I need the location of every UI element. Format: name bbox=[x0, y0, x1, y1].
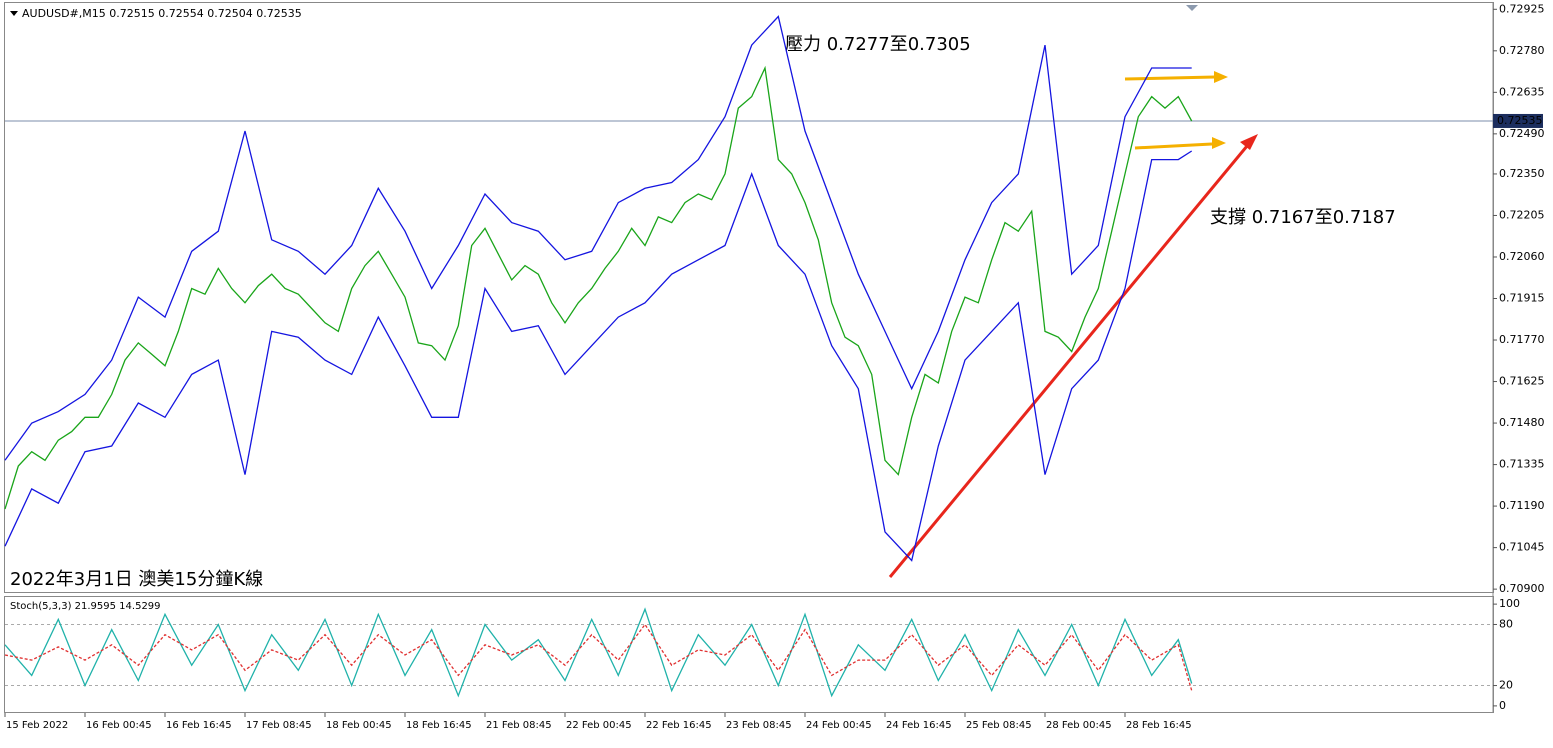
y-tick-label: 0.71770 bbox=[1499, 333, 1545, 346]
x-tick-label: 17 Feb 08:45 bbox=[246, 720, 312, 731]
y-tick-label: 80 bbox=[1499, 617, 1513, 630]
x-tick-label: 28 Feb 16:45 bbox=[1126, 720, 1192, 731]
x-tick-label: 24 Feb 00:45 bbox=[806, 720, 872, 731]
y-tick-label: 0 bbox=[1499, 699, 1506, 712]
y-tick-label: 0.71045 bbox=[1499, 541, 1545, 554]
x-tick-label: 15 Feb 2022 bbox=[6, 720, 68, 731]
trend-arrow-head bbox=[1240, 134, 1258, 150]
y-tick-label: 20 bbox=[1499, 679, 1513, 692]
series-line bbox=[4, 15, 1192, 461]
y-tick-label: 0.72205 bbox=[1499, 208, 1545, 221]
y-tick-label: 0.70900 bbox=[1499, 582, 1545, 595]
y-tick-label: 0.72350 bbox=[1499, 167, 1545, 180]
series-line bbox=[4, 623, 1193, 691]
price-label: 0.72535 bbox=[1497, 114, 1543, 127]
y-tick-label: 0.72635 bbox=[1499, 85, 1545, 98]
annotation: 支撐 0.7167至0.7187 bbox=[1210, 207, 1396, 228]
support-arrow bbox=[1134, 142, 1213, 150]
y-tick-label: 0.72060 bbox=[1499, 250, 1545, 263]
x-tick-label: 18 Feb 00:45 bbox=[326, 720, 392, 731]
annotation: 壓力 0.7277至0.7305 bbox=[785, 34, 971, 55]
x-tick-label: 23 Feb 08:45 bbox=[726, 720, 792, 731]
trend-line bbox=[888, 139, 1254, 578]
y-tick-label: 0.71625 bbox=[1499, 375, 1545, 388]
stoch-title: Stoch(5,3,3) 21.9595 14.5299 bbox=[10, 601, 161, 612]
x-tick-label: 25 Feb 08:45 bbox=[966, 720, 1032, 731]
resistance-arrow-head bbox=[1214, 71, 1228, 83]
annotation: 2022年3月1日 澳美15分鐘K線 bbox=[10, 569, 263, 590]
x-tick-label: 24 Feb 16:45 bbox=[886, 720, 952, 731]
x-tick-label: 18 Feb 16:45 bbox=[406, 720, 472, 731]
y-tick-label: 100 bbox=[1499, 597, 1520, 610]
symbol-header: AUDUSD#,M15 0.72515 0.72554 0.72504 0.72… bbox=[22, 7, 302, 20]
x-tick-label: 16 Feb 00:45 bbox=[86, 720, 152, 731]
resistance-arrow bbox=[1124, 75, 1216, 81]
y-tick-label: 0.72490 bbox=[1499, 127, 1545, 140]
y-tick-label: 0.71915 bbox=[1499, 292, 1545, 305]
x-tick-label: 21 Feb 08:45 bbox=[486, 720, 552, 731]
x-tick-label: 22 Feb 00:45 bbox=[566, 720, 632, 731]
support-arrow-head bbox=[1212, 137, 1226, 149]
series-line bbox=[4, 65, 1193, 510]
x-tick-label: 28 Feb 00:45 bbox=[1046, 720, 1112, 731]
price-label-bg bbox=[1493, 113, 1543, 128]
series-line bbox=[4, 150, 1193, 562]
y-tick-label: 0.72925 bbox=[1499, 2, 1545, 15]
shift-marker bbox=[1186, 5, 1198, 11]
x-tick-label: 22 Feb 16:45 bbox=[646, 720, 712, 731]
y-tick-label: 0.71480 bbox=[1499, 416, 1545, 429]
y-tick-label: 0.72780 bbox=[1499, 44, 1545, 57]
y-tick-label: 0.71335 bbox=[1499, 458, 1545, 471]
y-tick-label: 0.71190 bbox=[1499, 499, 1545, 512]
menu-icon bbox=[10, 11, 18, 16]
x-tick-label: 16 Feb 16:45 bbox=[166, 720, 232, 731]
